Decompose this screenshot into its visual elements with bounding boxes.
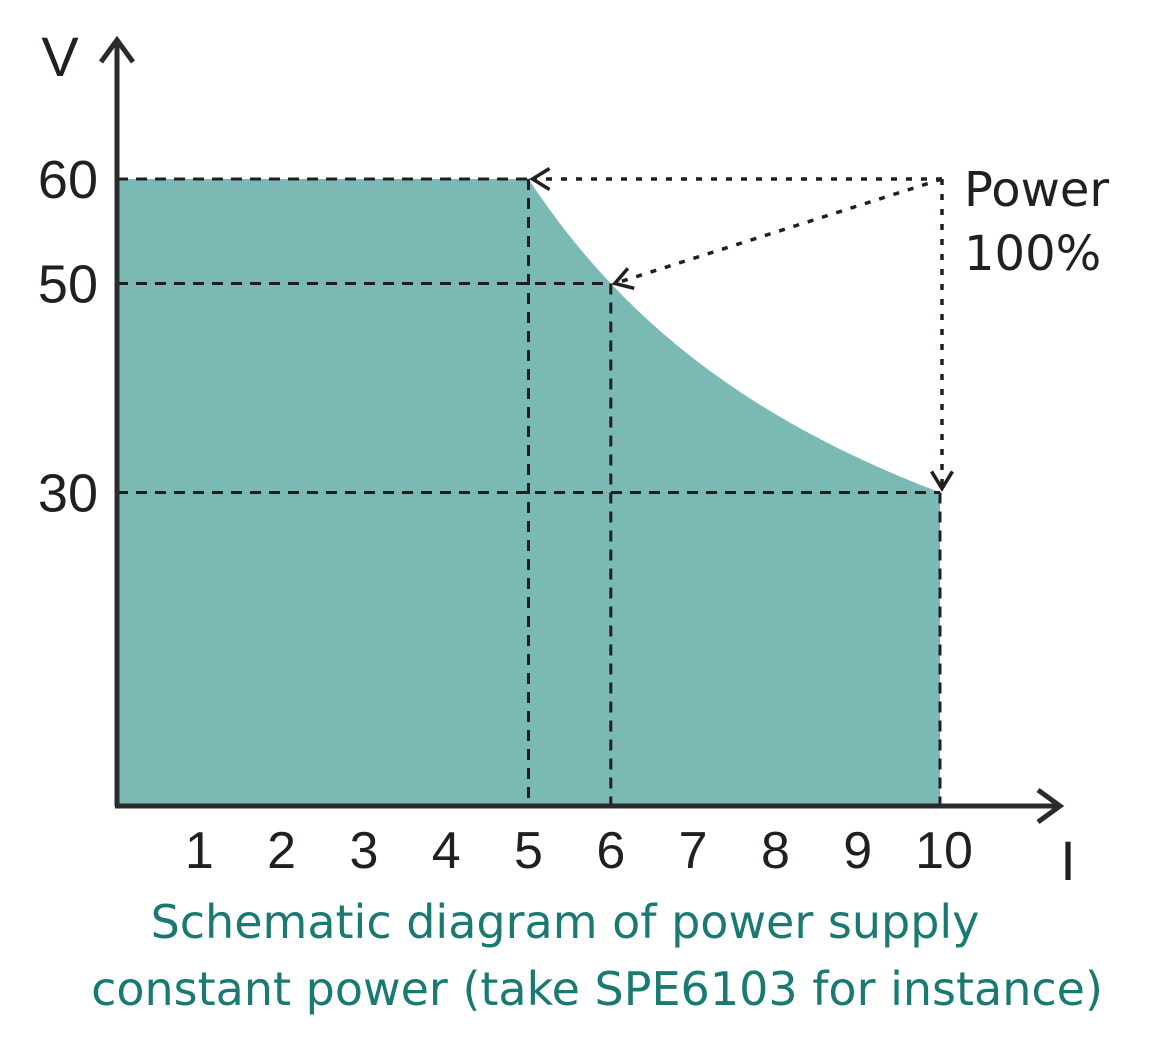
x-tick-label-8: 8	[761, 822, 790, 880]
power-arrow-head-5	[529, 167, 551, 191]
caption-line-1: Schematic diagram of power supply	[150, 895, 980, 949]
y-tick-label-30: 30	[38, 464, 98, 524]
y-tick-label-60: 60	[38, 150, 98, 210]
y-tick-label-50: 50	[38, 255, 98, 315]
y-axis-arrow-icon	[98, 35, 136, 64]
power-label: Power	[964, 162, 1109, 218]
x-tick-label-4: 4	[432, 822, 461, 880]
x-tick-label-7: 7	[679, 822, 708, 880]
x-tick-label-5: 5	[514, 822, 543, 880]
x-tick-label-2: 2	[267, 822, 296, 880]
x-axis-arrow-icon	[1036, 787, 1065, 825]
x-tick-label-3: 3	[349, 822, 378, 880]
caption-line-2: constant power (take SPE6103 for instanc…	[91, 962, 1103, 1016]
x-tick-label-6: 6	[596, 822, 625, 880]
y-axis-label: V	[41, 25, 79, 88]
power-arrow-head-10	[930, 470, 954, 492]
x-tick-label-10: 10	[915, 822, 973, 880]
power-arrow-line-6	[614, 177, 943, 286]
x-tick-label-9: 9	[843, 822, 872, 880]
power-arrow-head-6	[611, 267, 635, 290]
power-percent-label: 100%	[964, 226, 1101, 282]
x-axis-label: I	[1060, 829, 1076, 892]
x-tick-label-1: 1	[185, 822, 214, 880]
